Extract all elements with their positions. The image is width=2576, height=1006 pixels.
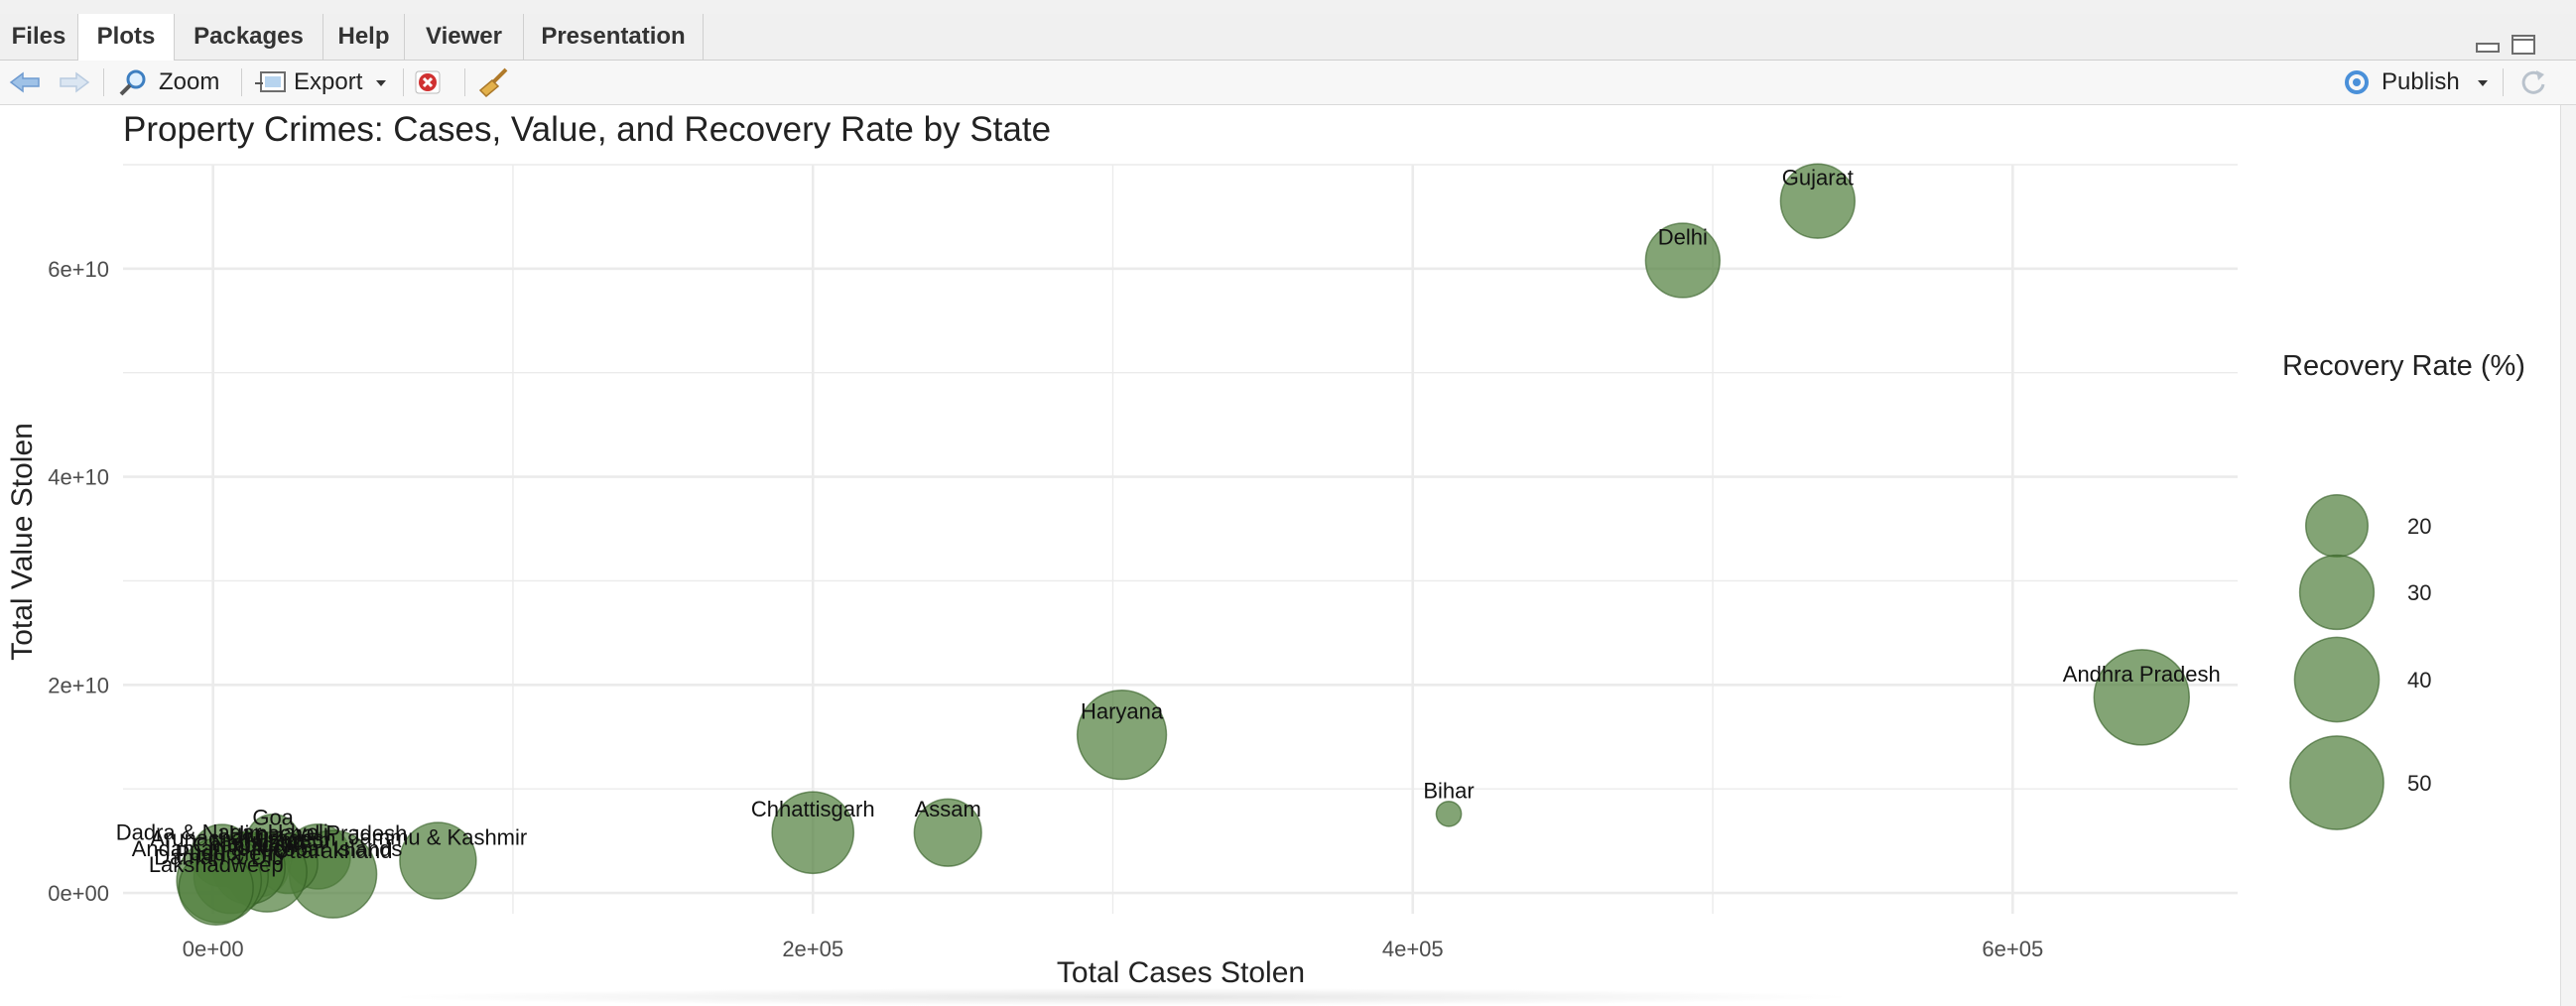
grid-lines [123, 164, 2238, 914]
point-label: Puducherry [176, 840, 288, 865]
x-tick-label: 0e+00 [183, 937, 244, 961]
point-label: Assam [915, 797, 981, 821]
point-label: Lakshadweep [149, 852, 284, 877]
point-labels: Gujarat Delhi Andhra Pradesh Haryana Bihar As… [116, 166, 2221, 877]
legend-label: 40 [2407, 668, 2431, 692]
toolbar-separator [2503, 68, 2504, 96]
bubble-chart: Property Crimes: Cases, Value, and Recov… [6, 110, 2525, 989]
y-tick-label: 0e+00 [48, 881, 109, 906]
legend-label: 30 [2407, 580, 2431, 605]
tab-help[interactable]: Help [323, 14, 405, 60]
chevron-down-icon[interactable] [375, 79, 387, 87]
plots-toolbar: Zoom Export Publish [0, 61, 2576, 105]
window-top-strip [0, 0, 2576, 15]
toolbar-separator [403, 68, 404, 96]
legend-label: 50 [2407, 771, 2431, 796]
axis-ticks: 0e+00 2e+05 4e+05 6e+05 0e+00 2e+10 4e+10 6e+10 [48, 257, 2043, 961]
zoom-icon[interactable] [117, 68, 149, 96]
bubble [178, 849, 254, 926]
bubble [1644, 222, 1721, 299]
legend-label: 20 [2407, 514, 2431, 539]
zoom-button[interactable]: Zoom [159, 68, 220, 95]
point-label: Delhi [1658, 224, 1708, 249]
x-axis-title: Total Cases Stolen [1057, 956, 1305, 989]
bubble [1779, 163, 1856, 239]
chevron-down-icon[interactable] [2477, 79, 2489, 87]
bubble [1435, 800, 1463, 827]
refresh-icon[interactable] [2518, 68, 2548, 96]
point-label: Nagaland [211, 830, 305, 855]
pane-bottom-shadow [377, 988, 1866, 1006]
bubbles [176, 163, 2191, 926]
bubble [1076, 689, 1168, 781]
tab-viewer[interactable]: Viewer [405, 14, 524, 60]
maximize-pane-icon[interactable] [2511, 34, 2536, 56]
pane-tab-bar: Files Plots Packages Help Viewer Present… [0, 14, 2576, 61]
tab-packages[interactable]: Packages [175, 14, 323, 60]
legend-bubble [2293, 636, 2381, 723]
tab-plots[interactable]: Plots [78, 14, 175, 61]
point-label: Bihar [1423, 778, 1474, 803]
export-button[interactable]: Export [294, 68, 363, 95]
y-tick-label: 4e+10 [48, 465, 109, 490]
pane-scroll-edge [2560, 105, 2576, 1006]
x-tick-label: 6e+05 [1982, 937, 2043, 961]
point-label: Arunachal Pradesh [150, 826, 335, 851]
arrow-left-icon[interactable] [8, 70, 42, 94]
toolbar-separator [464, 68, 465, 96]
plot-viewer: Property Crimes: Cases, Value, and Recov… [0, 105, 2560, 998]
y-axis-title: Total Value Stolen [6, 423, 39, 661]
point-label: Dadra & Nagar Haveli [116, 819, 328, 844]
publish-button[interactable]: Publish [2382, 68, 2460, 95]
legend-bubble [2298, 554, 2376, 631]
bubble [771, 791, 855, 875]
point-label: Daman & Diu [154, 844, 284, 869]
tab-files[interactable]: Files [0, 14, 78, 60]
point-label: Jammu & Kashmir [349, 825, 528, 850]
y-tick-label: 2e+10 [48, 673, 109, 697]
point-label: Andaman & Nicobar Islands [132, 836, 403, 861]
bubble [2093, 649, 2191, 746]
y-tick-label: 6e+10 [48, 257, 109, 282]
point-label: Himachal Pradesh [229, 820, 408, 845]
bubble [913, 798, 982, 867]
legend-title: Recovery Rate (%) [2282, 350, 2525, 382]
legend-bubble [2289, 735, 2384, 830]
point-label: Haryana [1081, 699, 1164, 724]
point-label: Goa [252, 806, 294, 830]
minimize-pane-icon[interactable] [2475, 34, 2501, 56]
point-label: Andhra Pradesh [2063, 662, 2221, 687]
chart-title: Property Crimes: Cases, Value, and Recov… [123, 110, 1051, 149]
size-legend: 20 30 40 50 [2289, 493, 2431, 830]
toolbar-separator [241, 68, 242, 96]
point-label: Mizoram [246, 828, 329, 853]
export-icon[interactable] [253, 69, 289, 95]
arrow-right-icon[interactable] [58, 70, 91, 94]
x-tick-label: 4e+05 [1382, 937, 1444, 961]
bubble [399, 821, 477, 900]
point-label: Chandigarh [193, 832, 306, 857]
tab-presentation[interactable]: Presentation [524, 14, 704, 60]
broom-icon[interactable] [476, 66, 512, 98]
x-tick-label: 2e+05 [782, 937, 843, 961]
legend-bubble [2304, 493, 2370, 559]
remove-plot-icon[interactable] [415, 69, 441, 95]
point-label: Chhattisgarh [751, 797, 875, 821]
publish-icon[interactable] [2340, 68, 2374, 96]
point-label: Uttarakhand [274, 838, 393, 863]
toolbar-separator [103, 68, 104, 96]
point-label: Gujarat [1782, 166, 1854, 190]
